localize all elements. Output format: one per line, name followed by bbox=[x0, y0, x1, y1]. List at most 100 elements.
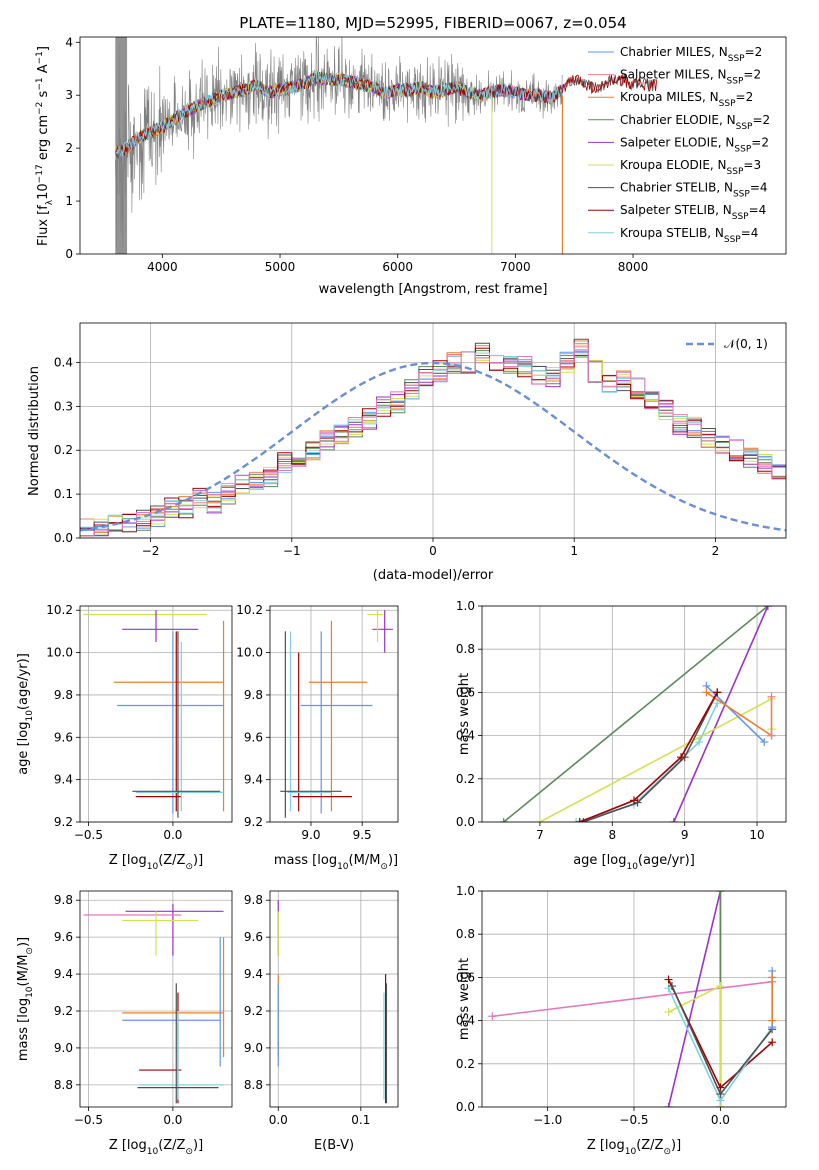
residuals-ytick-label: 0.1 bbox=[54, 487, 73, 501]
massweight_vs_age-ytick-label: 0.0 bbox=[456, 815, 475, 829]
massweight_vs_age-xtick-label: 7 bbox=[536, 828, 544, 842]
massweight_vs_Z-marker-kroupa_miles bbox=[768, 1016, 777, 1025]
data-spectrum-blue-band bbox=[115, 37, 128, 254]
age_vs_mass-ytick-label: 9.4 bbox=[244, 773, 263, 787]
mass-vs-Z-ylabel-part: (M/M bbox=[16, 955, 31, 987]
massweight_vs_Z-marker-salpeter_stelib bbox=[768, 1038, 777, 1047]
spectrum-ylabel-part: ] bbox=[36, 46, 51, 51]
age_vs_mass-plot bbox=[280, 610, 393, 818]
mass-vs-Z-xlabel-part: 10 bbox=[147, 1147, 159, 1157]
massweight_vs_age-series-chabrier_miles bbox=[705, 685, 765, 743]
legend-label-salpeter_stelib-part: Salpeter STELIB, N bbox=[620, 203, 732, 217]
mass_vs_Z-ytick-label: 9.2 bbox=[54, 1004, 73, 1018]
mass-vs-Z-ylabel-part: )] bbox=[16, 937, 31, 947]
mass-vs-Z-xlabel-part: (Z/Z bbox=[158, 1138, 185, 1153]
mw-age-xlabel: age [log10(age/yr)] bbox=[573, 853, 695, 872]
residuals-xtick-label: 0 bbox=[429, 544, 437, 558]
residuals-xlabel: (data-model)/error bbox=[373, 568, 494, 583]
massweight_vs_age-marker-salpeter_stelib bbox=[677, 753, 686, 762]
spectrum-ytick-label: 2 bbox=[65, 141, 73, 155]
spectrum-ylabel: Flux [fλ10−17 erg cm−2 s−1 A−1] bbox=[35, 46, 55, 246]
histogram-pink bbox=[80, 343, 786, 537]
massweight_vs_age-marker-salpeter_miles bbox=[767, 692, 776, 701]
residuals-ytick-label: 0.3 bbox=[54, 399, 73, 413]
mass-vs-Z-xlabel: Z [log10(Z/Z⊙)] bbox=[109, 1138, 203, 1157]
age-vs-Z-xlabel-part: Z [log bbox=[109, 853, 147, 868]
mass-vs-Z-xlabel-part: Z [log bbox=[109, 1138, 147, 1153]
age_vs_Z-ytick-label: 9.4 bbox=[54, 773, 73, 787]
residuals-legend-label: 𝒩(0, 1) bbox=[724, 337, 768, 351]
spectrum-xtick-label: 8000 bbox=[618, 260, 649, 274]
legend-label-chabrier_miles: Chabrier MILES, NSSP=2 bbox=[620, 45, 762, 64]
mass_vs_ebv-ytick-label: 9.4 bbox=[244, 967, 263, 981]
mass-vs-Z-xlabel-part: ⊙ bbox=[185, 1147, 193, 1157]
age-vs-Z-xlabel-part: )] bbox=[193, 853, 203, 868]
spectrum-axes: 4000 5000 6000 7000 8000 0 1 2 3 4 bbox=[65, 35, 657, 274]
legend-label-chabrier_stelib-part: Chabrier STELIB, N bbox=[620, 181, 733, 195]
spectrum-ylabel-part: 10 bbox=[36, 183, 51, 200]
age_vs_mass-xtick-label: 9.0 bbox=[301, 828, 320, 842]
age-vs-Z-ylabel: age [log10(age/yr)] bbox=[16, 653, 35, 775]
spectrum-ylabel-part: s bbox=[36, 90, 51, 101]
age_vs_Z-ytick-label: 9.2 bbox=[54, 815, 73, 829]
residuals-xtick-label: −2 bbox=[142, 544, 160, 558]
massweight_vs_age-series-salpeter_elodie bbox=[673, 606, 769, 822]
massweight_vs_age-series-salpeter_stelib bbox=[579, 692, 718, 822]
mass_vs_Z-ytick-label: 9.4 bbox=[54, 967, 73, 981]
legend-label-salpeter_miles-part: =2 bbox=[743, 68, 761, 82]
age-vs-mass-xlabel-part: ⊙ bbox=[380, 862, 388, 872]
age-vs-mass-xlabel: mass [log10(M/M⊙)] bbox=[274, 853, 398, 872]
spectrum-ylabel-part: λ bbox=[45, 199, 55, 205]
legend-label-kroupa_elodie: Kroupa ELODIE, NSSP=3 bbox=[620, 158, 761, 177]
spectrum-ytick-label: 1 bbox=[65, 194, 73, 208]
mw-Z-ylabel: mass weight bbox=[457, 958, 472, 1040]
age_vs_mass-ytick-label: 9.6 bbox=[244, 730, 263, 744]
legend-label-salpeter_stelib: Salpeter STELIB, NSSP=4 bbox=[620, 203, 766, 222]
age-vs-Z-ylabel-part: (age/yr)] bbox=[16, 653, 31, 710]
mass-vs-Z-ylabel-part: mass [log bbox=[16, 998, 31, 1061]
massweight_vs_age-series-chabrier_elodie bbox=[503, 606, 769, 822]
residuals-frame bbox=[79, 322, 787, 539]
model-spectrum-kroupa_stelib bbox=[114, 69, 563, 160]
massweight_vs_Z-marker-pink bbox=[488, 1012, 497, 1021]
massweight_vs_age-marker-salpeter_elodie bbox=[669, 818, 678, 822]
massweight_vs_age-marker-salpeter_elodie bbox=[763, 606, 772, 610]
spectrum-ylabel-part: −1 bbox=[35, 77, 45, 90]
massweight_vs_Z-marker-kroupa_miles bbox=[768, 973, 777, 982]
residuals-ytick-label: 0.2 bbox=[54, 443, 73, 457]
massweight_vs_Z-ytick-label: 1.0 bbox=[456, 884, 475, 898]
mass_vs_ebv-plot bbox=[277, 900, 388, 1104]
spectrum-ylabel-part: Flux [f bbox=[36, 205, 51, 246]
legend-label-salpeter_stelib-part: =4 bbox=[749, 203, 767, 217]
massweight_vs_age-marker-kroupa_miles bbox=[702, 688, 711, 697]
age_vs_Z-ytick-label: 10.2 bbox=[46, 603, 73, 617]
massweight_vs_age-ytick-label: 1.0 bbox=[456, 599, 475, 613]
massweight_vs_age-series-kroupa_miles bbox=[705, 691, 772, 737]
mass_vs_Z-plot bbox=[83, 903, 225, 1104]
massweight_vs_age-marker-kroupa_elodie bbox=[535, 818, 544, 822]
mass_vs_ebv-xtick-label: 0.1 bbox=[351, 1113, 370, 1127]
histogram-salpeter_elodie bbox=[80, 350, 786, 537]
legend-label-chabrier_elodie-part: SSP bbox=[736, 122, 753, 132]
legend-label-kroupa_stelib-part: =4 bbox=[741, 226, 759, 240]
age-vs-Z-xlabel-part: (Z/Z bbox=[158, 853, 185, 868]
massweight_vs_age-marker-chabrier_elodie bbox=[499, 818, 508, 822]
mw-age-xlabel-part: age [log bbox=[573, 853, 626, 868]
legend-label-salpeter_miles-part: Salpeter MILES, N bbox=[620, 68, 727, 82]
massweight_vs_age-marker-salpeter_stelib bbox=[630, 796, 638, 805]
massweight_vs_Z-xtick-label: −0.5 bbox=[619, 1113, 648, 1127]
residuals-ytick-label: 0.0 bbox=[54, 531, 73, 545]
mass_vs_ebv-ytick-label: 9.2 bbox=[244, 1004, 263, 1018]
mass-vs-Z-ylabel: mass [log10(M/M⊙)] bbox=[16, 937, 35, 1061]
spectrum-plot bbox=[114, 37, 657, 254]
massweight_vs_Z-ytick-label: 0.0 bbox=[456, 1100, 475, 1114]
mass-vs-ebv-xlabel: E(B-V) bbox=[314, 1138, 354, 1153]
spectrum-ytick-label: 0 bbox=[65, 247, 73, 261]
residuals-xtick-label: −1 bbox=[283, 544, 301, 558]
mass_vs_Z-frame bbox=[79, 890, 233, 1108]
legend-label-kroupa_elodie-part: =3 bbox=[743, 158, 761, 172]
legend-label-salpeter_elodie-part: =2 bbox=[751, 135, 769, 149]
massweight_vs_age-ytick-label: 0.8 bbox=[456, 642, 475, 656]
massweight_vs_Z-marker-kroupa_elodie bbox=[716, 982, 725, 991]
mass-vs-Z-ylabel-part: ⊙ bbox=[25, 947, 35, 955]
